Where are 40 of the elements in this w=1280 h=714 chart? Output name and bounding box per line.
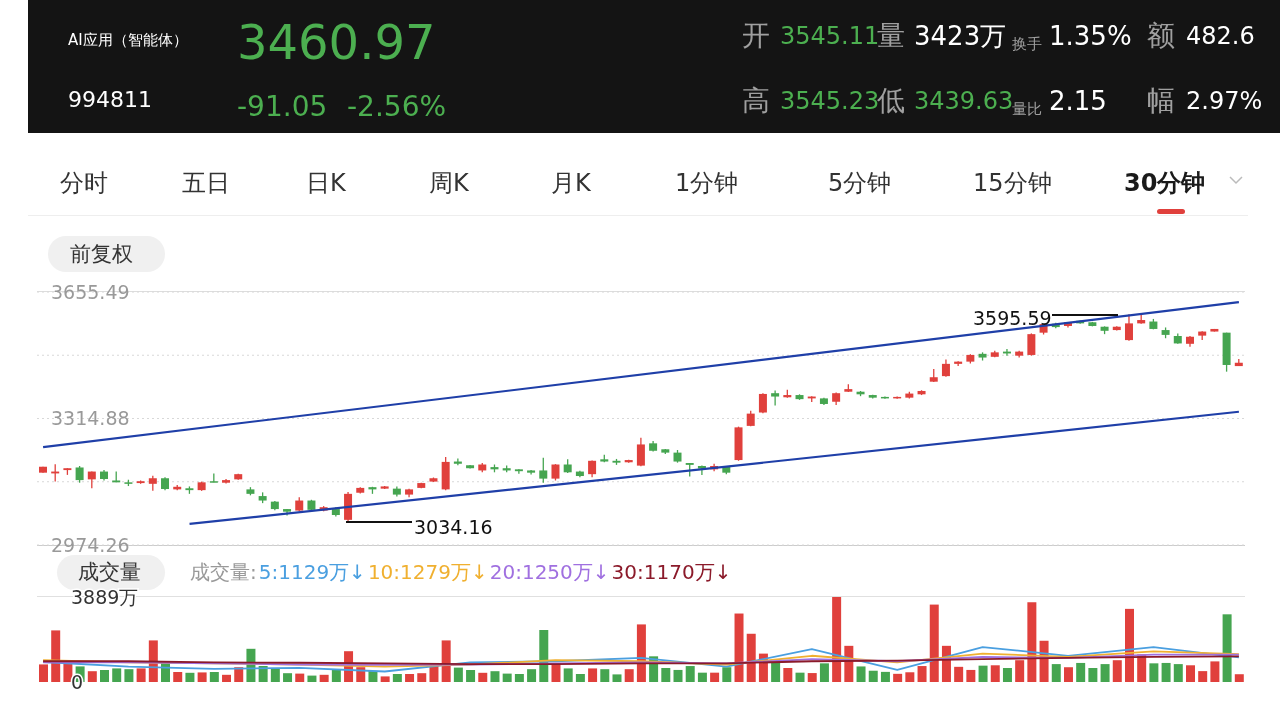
text: 开 (742, 19, 770, 52)
text: 1.35% (1049, 21, 1132, 51)
text: 量 (877, 19, 905, 52)
text: 分时 (60, 169, 108, 197)
text: 月K (551, 169, 591, 197)
text: 高 (742, 84, 770, 117)
chart-subtitle: 994811 (68, 87, 152, 112)
text: 10:1279万↓ (367, 560, 488, 584)
text: 30分钟 (1124, 169, 1206, 197)
text: 幅 (1147, 84, 1175, 117)
chart-title: 成交量 (78, 559, 141, 584)
text: 5分钟 (828, 169, 892, 197)
text: 2.97% (1186, 87, 1263, 115)
text: 2.15 (1049, 86, 1107, 116)
text: -91.05 (237, 90, 328, 123)
legend-title: 成交量: (190, 560, 257, 584)
text: 换手 (1012, 34, 1042, 53)
y-tick-label: 2974.26 (51, 534, 130, 556)
annotation: 3595.59 (973, 306, 1052, 329)
text: 日K (306, 169, 346, 197)
chart-title: AI应用（智能体） (68, 30, 188, 49)
text: 3460.97 (237, 14, 436, 70)
text: 额 (1147, 19, 1175, 52)
text: 量比 (1012, 99, 1042, 118)
text: 周K (429, 169, 469, 197)
text: 五日 (182, 169, 230, 197)
y-tick-label: 3889万 (71, 586, 139, 608)
text: 前复权 (70, 241, 133, 266)
text: -2.56% (347, 90, 447, 123)
text: 15分钟 (973, 169, 1052, 197)
y-tick-label: 3655.49 (51, 281, 130, 303)
text: 20:1250万↓ (489, 560, 610, 584)
text: 482.6 (1186, 22, 1255, 50)
text: 5:1129万↓ (258, 560, 366, 584)
text: 3423万 (914, 21, 1007, 51)
text: 低 (877, 84, 905, 117)
text: 1分钟 (675, 169, 739, 197)
text: 30:1170万↓ (611, 560, 732, 584)
annotation: 3034.16 (414, 515, 493, 538)
y-tick-label: 3314.88 (51, 407, 130, 430)
